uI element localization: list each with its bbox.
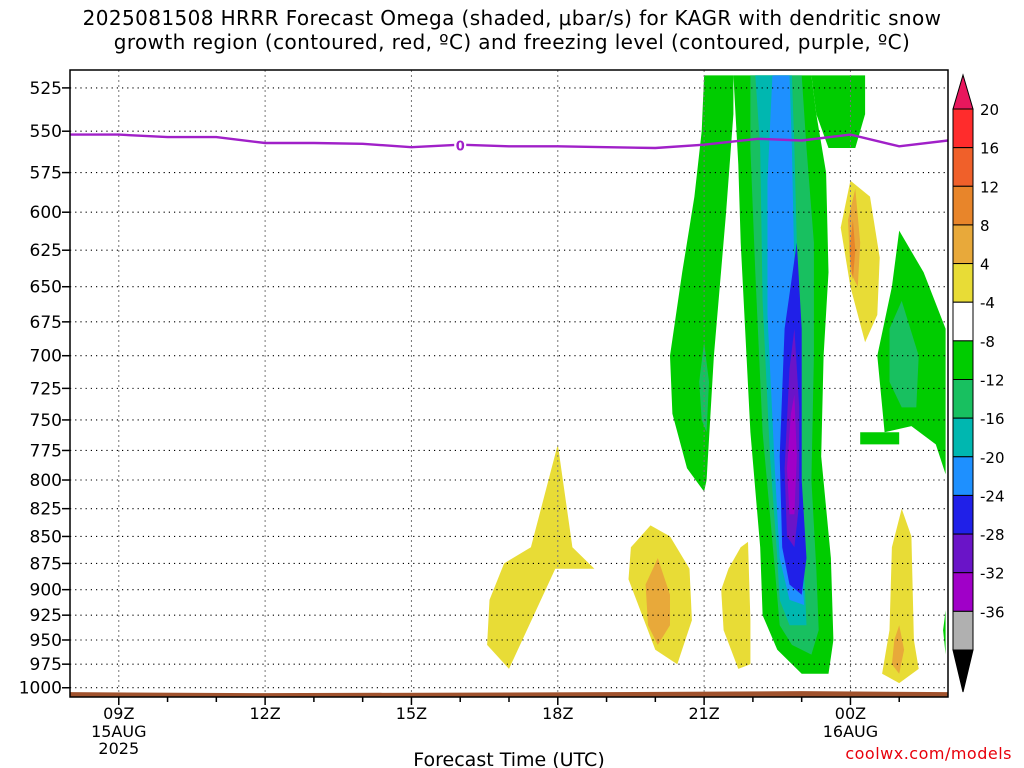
freezing-level-label-bg bbox=[454, 137, 467, 154]
x-tick-label-18Z: 18Z bbox=[542, 704, 573, 723]
y-tick-label-875: 875 bbox=[30, 554, 62, 574]
omega-region-21 bbox=[891, 625, 905, 674]
y-tick-label-600: 600 bbox=[30, 203, 62, 223]
terrain-strip bbox=[70, 691, 948, 697]
x-tick-label-09Z: 09Z bbox=[103, 704, 134, 723]
y-tick-label-725: 725 bbox=[30, 379, 62, 399]
x-axis-title: Forecast Time (UTC) bbox=[413, 749, 604, 768]
source-credit: coolwx.com/models bbox=[845, 744, 1012, 763]
omega-region-18 bbox=[882, 508, 919, 684]
colorbar-box-6 bbox=[952, 301, 974, 342]
colorbar-box-12 bbox=[952, 533, 974, 574]
colorbar-box-9 bbox=[952, 417, 974, 458]
y-tick-label-800: 800 bbox=[30, 471, 62, 491]
omega-region-0 bbox=[670, 75, 734, 492]
x-tick-label-15Z: 15Z bbox=[396, 704, 427, 723]
chart-title-line-1: 2025081508 HRRR Forecast Omega (shaded, … bbox=[82, 6, 942, 30]
omega-region-5 bbox=[943, 610, 946, 655]
colorbar-box-3 bbox=[952, 185, 974, 226]
y-tick-label-775: 775 bbox=[30, 441, 62, 461]
x-tick-sublabel-09Z-0: 15AUG bbox=[91, 722, 146, 741]
y-tick-label-550: 550 bbox=[30, 122, 62, 142]
omega-region-16 bbox=[721, 541, 751, 669]
colorbar-label-4: 4 bbox=[980, 256, 990, 274]
chart-title: 2025081508 HRRR Forecast Omega (shaded, … bbox=[0, 6, 1024, 54]
colorbar: 20 16 12 8 4 -4 -8 -12 -16 -20 -24 -28 -32 -36 bbox=[952, 73, 1005, 693]
colorbar-label-2: 12 bbox=[980, 178, 999, 196]
colorbar-label-9: -20 bbox=[980, 449, 1005, 467]
y-tick-label-900: 900 bbox=[30, 581, 62, 601]
colorbar-label-3: 8 bbox=[980, 217, 990, 235]
colorbar-label-6: -8 bbox=[980, 333, 995, 351]
colorbar-box-8 bbox=[952, 379, 974, 419]
y-tick-label-925: 925 bbox=[30, 606, 62, 626]
y-tick-label-675: 675 bbox=[30, 313, 62, 333]
colorbar-box-5 bbox=[952, 263, 974, 303]
omega-region-8 bbox=[889, 300, 919, 408]
colorbar-label-8: -16 bbox=[980, 410, 1005, 428]
x-tick-sublabel-09Z-1: 2025 bbox=[98, 739, 139, 758]
plot-area: 0 bbox=[70, 70, 948, 697]
colorbar-label-12: -32 bbox=[980, 565, 1005, 583]
x-tick-label-21Z: 21Z bbox=[688, 704, 719, 723]
y-tick-label-700: 700 bbox=[30, 347, 62, 367]
y-tick-label-825: 825 bbox=[30, 500, 62, 520]
x-tick-sublabel-00Z-0: 16AUG bbox=[823, 722, 878, 741]
colorbar-box-14 bbox=[952, 610, 974, 651]
omega-region-13 bbox=[787, 394, 797, 515]
colorbar-label-10: -24 bbox=[980, 487, 1005, 505]
colorbar-label-11: -28 bbox=[980, 526, 1005, 544]
omega-region-22 bbox=[849, 219, 856, 280]
x-tick-label-00Z: 00Z bbox=[835, 704, 866, 723]
colorbar-top-arrow bbox=[952, 73, 974, 110]
colorbar-box-1 bbox=[952, 108, 974, 149]
y-tick-label-575: 575 bbox=[30, 164, 62, 184]
omega-region-14 bbox=[487, 444, 595, 669]
y-tick-label-975: 975 bbox=[30, 655, 62, 675]
y-tick-label-750: 750 bbox=[30, 411, 62, 431]
freezing-level-line bbox=[70, 133, 948, 150]
y-tick-label-1000: 1000 bbox=[19, 679, 62, 699]
y-tick-label-850: 850 bbox=[30, 527, 62, 547]
colorbar-label-0: 20 bbox=[980, 101, 999, 119]
colorbar-box-10 bbox=[952, 456, 974, 496]
omega-region-6 bbox=[699, 342, 709, 433]
colorbar-box-4 bbox=[952, 224, 974, 265]
chart-title-line-2: growth region (contoured, red, ºC) and f… bbox=[113, 30, 911, 54]
freezing-level-label: 0 bbox=[456, 139, 465, 154]
colorbar-label-1: 16 bbox=[980, 140, 999, 158]
colorbar-label-7: -12 bbox=[980, 372, 1005, 390]
omega-region-2 bbox=[811, 75, 866, 148]
colorbar-label-5: -4 bbox=[980, 294, 995, 312]
omega-region-4 bbox=[860, 432, 900, 445]
y-tick-label-525: 525 bbox=[30, 79, 62, 99]
omega-region-19 bbox=[645, 558, 670, 645]
y-tick-label-950: 950 bbox=[30, 631, 62, 651]
y-tick-label-625: 625 bbox=[30, 241, 62, 261]
colorbar-box-13 bbox=[952, 572, 974, 612]
x-tick-label-12Z: 12Z bbox=[249, 704, 280, 723]
colorbar-label-13: -36 bbox=[980, 603, 1005, 621]
y-tick-label-650: 650 bbox=[30, 278, 62, 298]
colorbar-box-2 bbox=[952, 147, 974, 187]
colorbar-bottom-arrow bbox=[952, 649, 974, 693]
colorbar-box-7 bbox=[952, 340, 974, 381]
colorbar-box-11 bbox=[952, 494, 974, 535]
